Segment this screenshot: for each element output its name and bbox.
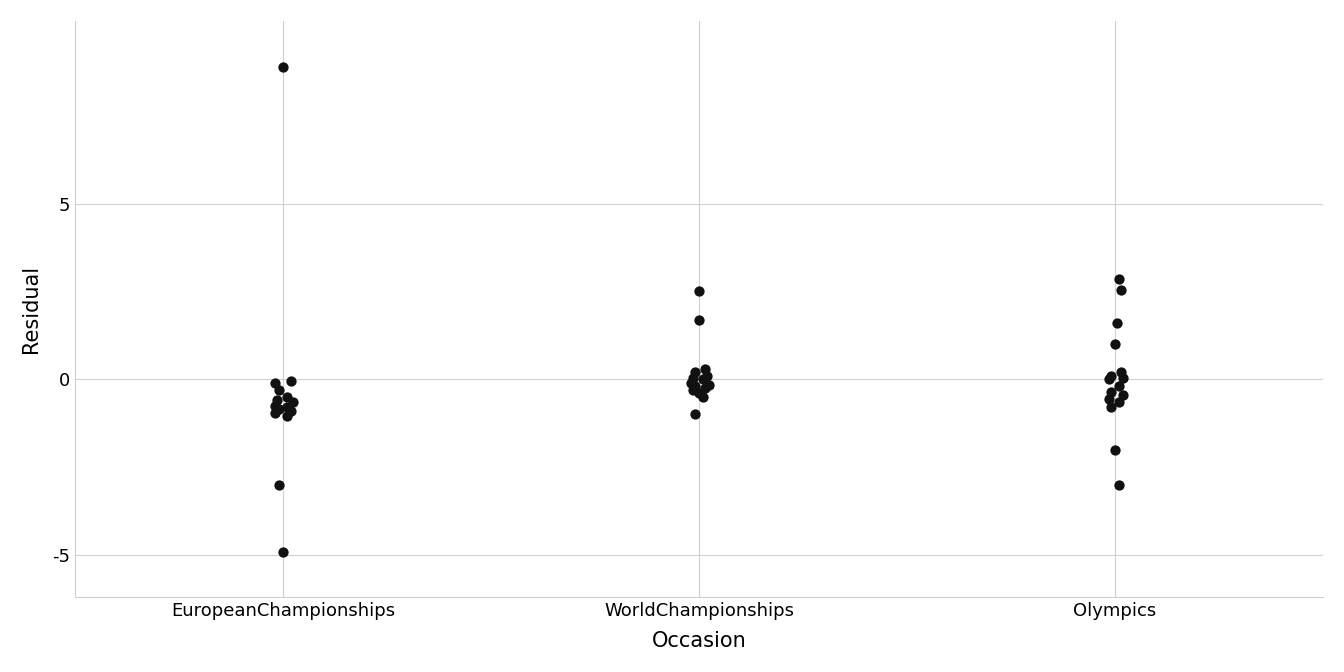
Point — [684, 381, 706, 392]
Point — [277, 402, 298, 413]
Point — [681, 372, 703, 383]
Point — [699, 379, 720, 390]
Point — [267, 404, 289, 415]
Point — [688, 388, 710, 398]
Point — [692, 392, 714, 403]
Point — [1105, 444, 1126, 455]
Point — [1109, 274, 1130, 284]
Point — [1109, 396, 1130, 407]
Point — [680, 378, 702, 388]
Point — [263, 401, 285, 411]
Point — [692, 374, 714, 384]
Point — [1098, 393, 1120, 404]
Point — [1101, 402, 1122, 413]
Point — [266, 395, 288, 406]
Point — [267, 384, 289, 395]
Y-axis label: Residual: Residual — [22, 265, 40, 353]
Point — [277, 392, 298, 403]
Point — [1110, 367, 1132, 378]
Point — [277, 411, 298, 421]
Point — [281, 406, 302, 417]
Point — [696, 370, 718, 381]
Point — [684, 367, 706, 378]
Point — [1106, 318, 1128, 329]
Point — [1101, 386, 1122, 397]
Point — [1110, 284, 1132, 295]
Point — [1109, 381, 1130, 392]
Point — [695, 383, 716, 394]
Point — [1113, 372, 1134, 383]
X-axis label: Occasion: Occasion — [652, 631, 746, 651]
Point — [1105, 339, 1126, 349]
Point — [1113, 390, 1134, 401]
Point — [681, 384, 703, 395]
Point — [688, 286, 710, 297]
Point — [684, 409, 706, 420]
Point — [695, 364, 716, 374]
Point — [263, 378, 285, 388]
Point — [1109, 479, 1130, 490]
Point — [263, 407, 285, 418]
Point — [271, 61, 293, 72]
Point — [688, 314, 710, 325]
Point — [282, 396, 304, 407]
Point — [267, 479, 289, 490]
Point — [1101, 370, 1122, 381]
Point — [281, 376, 302, 386]
Point — [271, 546, 293, 557]
Point — [1098, 374, 1120, 384]
